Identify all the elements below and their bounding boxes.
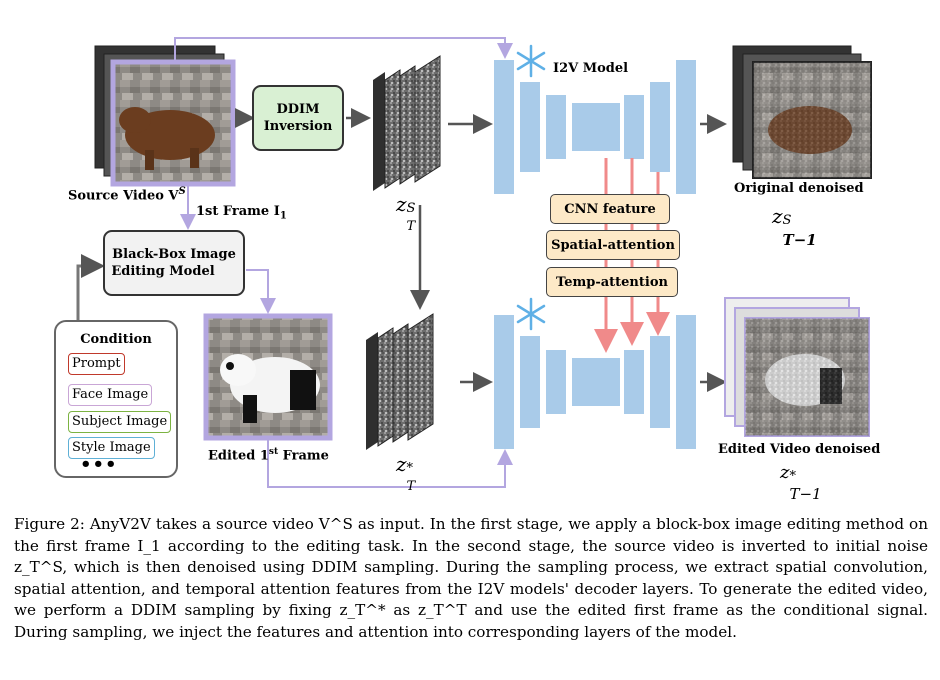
edited-frame-to-i2v-connector bbox=[267, 440, 513, 488]
condition-to-editor-arrow bbox=[76, 254, 105, 320]
ddim-inversion-box: DDIM Inversion bbox=[252, 85, 344, 151]
condition-panel: Condition Prompt Face Image Subject Imag… bbox=[54, 320, 178, 478]
condition-face-image: Face Image bbox=[68, 384, 153, 406]
condition-prompt: Prompt bbox=[68, 353, 125, 375]
condition-subject-image: Subject Image bbox=[68, 411, 172, 433]
source-to-i2v-connector bbox=[174, 37, 513, 60]
figure-caption: Figure 2: AnyV2V takes a source video V^… bbox=[14, 515, 928, 641]
unet-bottom bbox=[494, 315, 696, 449]
figure-graphics bbox=[76, 37, 872, 488]
edited-video-stack bbox=[724, 297, 870, 437]
temp-attention-box: Temp-attention bbox=[546, 267, 678, 297]
latent-stack-bottom bbox=[366, 313, 434, 450]
condition-style-image: Style Image bbox=[68, 437, 155, 459]
edited-video-denoised-label: Edited Video denoised bbox=[718, 442, 881, 457]
unet-top bbox=[494, 60, 696, 194]
latent-zT1S: z S T−1 bbox=[772, 204, 817, 249]
edited-first-frame-label: Edited 1st Frame bbox=[208, 447, 329, 464]
latent-zT1star: z * T−1 bbox=[780, 462, 822, 503]
original-denoised-label: Original denoised bbox=[734, 181, 864, 196]
first-frame-label: 1st Frame I1 bbox=[196, 204, 287, 222]
frozen-snowflake-icon-bottom bbox=[516, 297, 546, 331]
editor-to-edited-frame-connector bbox=[246, 269, 276, 314]
spatial-attention-box: Spatial-attention bbox=[546, 230, 680, 260]
condition-title: Condition bbox=[80, 332, 152, 347]
source-video-label: Source Video VS bbox=[68, 186, 186, 204]
black-box-editing-model: Black-Box Image Editing Model bbox=[103, 230, 245, 296]
original-denoised-stack bbox=[732, 45, 872, 179]
latent-zTstar: z * T bbox=[396, 452, 416, 494]
cnn-feature-box: CNN feature bbox=[550, 194, 670, 224]
method-figure: Source Video VS 1st Frame I1 DDIM Inversi… bbox=[54, 37, 881, 503]
i2v-model-label: I2V Model bbox=[553, 61, 629, 76]
source-video-stack bbox=[94, 45, 236, 187]
latent-stack-top bbox=[373, 55, 441, 191]
condition-more: ••• bbox=[80, 454, 118, 475]
frozen-snowflake-icon bbox=[516, 44, 546, 78]
edited-first-frame bbox=[203, 313, 333, 441]
